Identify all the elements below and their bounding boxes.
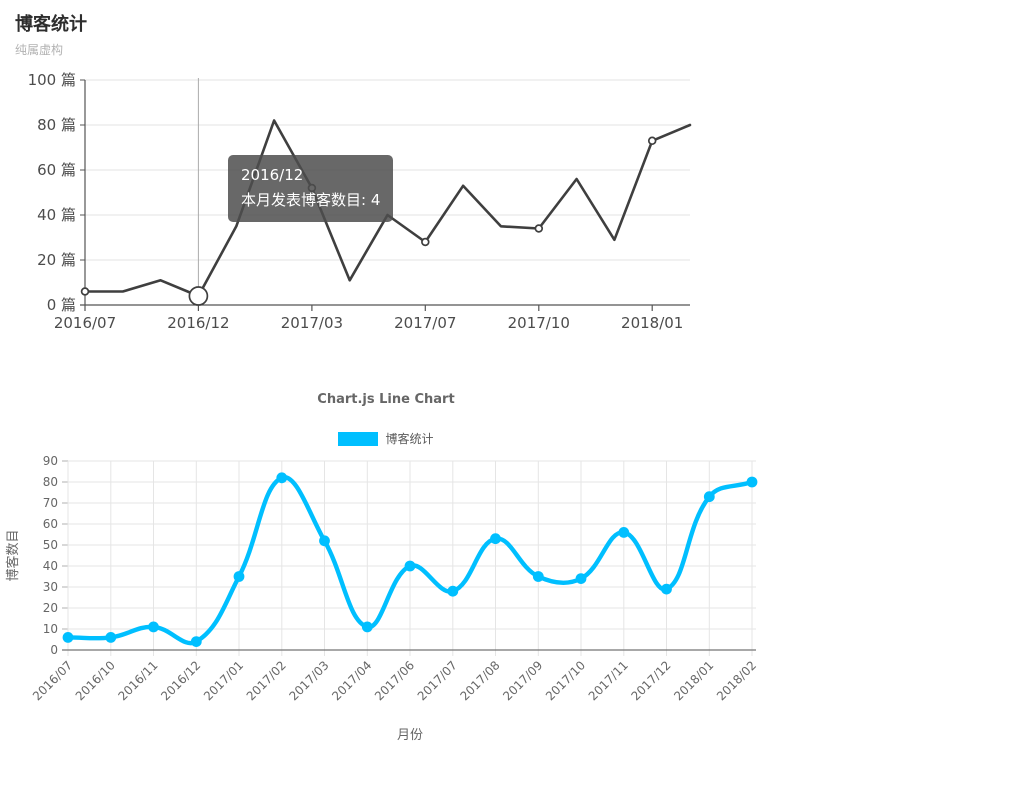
x-tick-label: 2016/11 [115,658,160,703]
x-tick-label: 2016/12 [167,314,229,332]
x-axis-title: 月份 [397,728,423,743]
y-tick-label: 80 篇 [37,116,76,134]
x-tick-label: 2018/02 [714,658,759,703]
data-point[interactable] [62,632,74,643]
data-point[interactable] [404,560,416,572]
y-tick-label: 20 [43,601,58,615]
x-tick-label: 2017/11 [586,658,631,703]
x-tick-label: 2018/01 [621,314,683,332]
data-point-marker[interactable] [307,183,317,193]
x-tick-label: 2018/01 [671,658,716,703]
x-tick-label: 2017/09 [500,658,545,703]
x-tick-label: 2017/08 [457,658,502,703]
data-point[interactable] [618,527,630,538]
x-tick-label: 2016/07 [30,658,75,703]
y-tick-label: 40 [43,559,58,573]
x-tick-label: 2017/10 [543,658,588,703]
data-point[interactable] [361,621,373,633]
data-point[interactable] [703,491,715,503]
x-tick-label: 2016/10 [73,658,118,703]
legend-swatch [338,431,379,446]
y-tick-label: 20 篇 [37,251,76,269]
x-tick-label: 2017/04 [329,658,374,703]
x-tick-label: 2017/07 [415,658,460,703]
data-point[interactable] [447,585,459,597]
data-point[interactable] [490,533,501,545]
data-point-marker[interactable] [80,287,90,296]
y-tick-label: 50 [43,538,58,552]
data-point[interactable] [190,636,202,647]
data-point[interactable] [233,571,245,582]
x-tick-label: 2017/03 [281,314,343,332]
x-tick-label: 2017/02 [244,658,289,703]
y-tick-label: 70 [43,496,58,510]
x-tick-label: 2017/06 [372,658,417,703]
data-point[interactable] [575,573,587,584]
y-tick-label: 60 [43,517,58,531]
y-tick-label: 40 篇 [37,206,76,224]
data-point-marker[interactable] [534,224,544,233]
data-point-marker[interactable] [647,136,657,146]
blog-stats-chart-canvas[interactable]: 0 篇 20 篇 40 篇 60 篇 80 篇 100 篇 2016/07 2016/12 20… [0,60,730,350]
y-tick-label: 80 [43,475,58,489]
y-tick-label: 30 [43,580,58,594]
y-axis-title: 博客数目 [5,529,21,581]
x-tick-label: 2016/07 [54,314,116,332]
chartjs-chart: Chart.js Line Chart 博客统计 0 10 20 30 40 50 60 70… [0,385,790,757]
page-title: 博客统计 [15,14,87,35]
data-point-marker[interactable] [421,237,430,247]
chartjs-canvas[interactable]: 0 10 20 30 40 50 60 70 80 90 2016/072016/102016/11… [0,453,790,755]
x-tick-label: 2017/03 [286,658,331,703]
data-point[interactable] [105,632,117,643]
data-point[interactable] [746,476,758,488]
data-point[interactable] [276,472,288,484]
y-tick-label: 10 [43,622,58,636]
y-tick-label: 60 篇 [37,161,76,179]
y-tick-label: 100 篇 [28,71,76,89]
data-point[interactable] [319,535,330,547]
page-subtitle: 纯属虚构 [15,43,64,57]
highlighted-point[interactable] [188,286,209,306]
data-line[interactable] [83,119,692,298]
data-point[interactable] [661,583,672,595]
data-point[interactable] [532,571,544,582]
legend-label: 博客统计 [385,432,434,446]
y-tick-label: 90 [43,454,58,468]
blog-stats-chart: 0 篇 20 篇 40 篇 60 篇 80 篇 100 篇 2016/07 2016/12 20… [0,60,730,350]
x-tick-label: 2017/10 [508,314,570,332]
y-tick-label: 0 [50,643,58,657]
x-tick-label: 2017/07 [394,314,456,332]
y-tick-label: 0 篇 [47,296,76,314]
x-tick-label: 2017/01 [201,658,246,703]
x-tick-label: 2016/12 [158,658,203,703]
chart-legend[interactable]: 博客统计 [0,430,772,447]
data-point[interactable] [148,621,159,633]
chart-title: Chart.js Line Chart [317,392,455,407]
x-tick-label: 2017/12 [628,658,673,703]
